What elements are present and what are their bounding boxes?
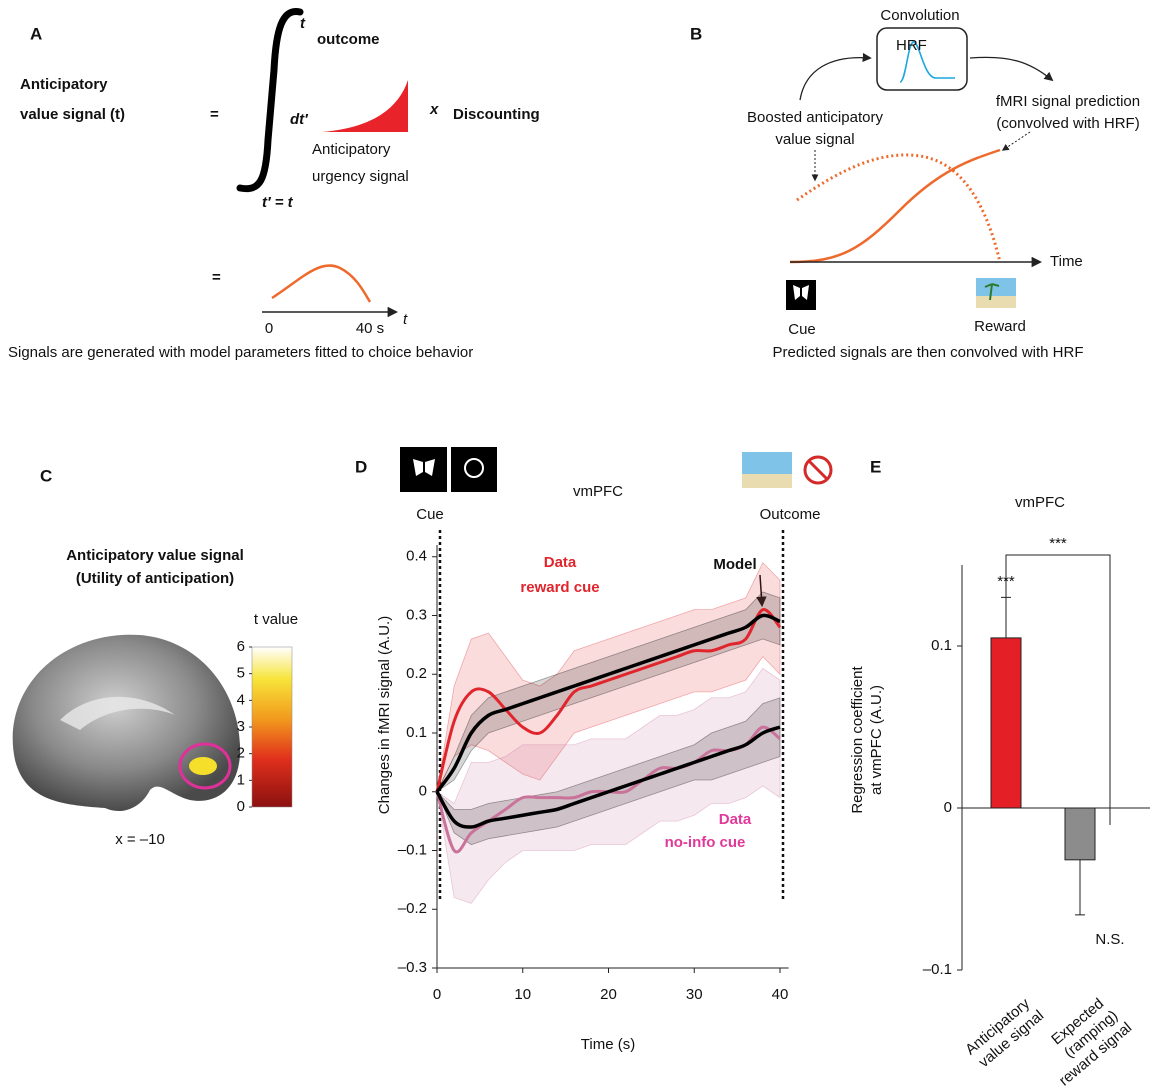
colorbar-tick-label: 2 (237, 745, 245, 762)
x-tick-label: 40 (772, 986, 789, 1003)
y-axis-label: at vmPFC (A.U.) (868, 685, 885, 795)
cue-icon (786, 280, 816, 310)
boosted-signal (797, 155, 1000, 262)
integral-sign (240, 12, 300, 189)
annotation: no-info cue (665, 834, 746, 851)
colorbar-title: t value (254, 611, 298, 628)
y-tick-label: –0.1 (923, 961, 952, 978)
colorbar-tick-label: 3 (237, 718, 245, 735)
y-axis-label: Regression coefficient (849, 666, 866, 814)
y-tick-label: 0.1 (931, 637, 952, 654)
axis-end: 40 s (356, 320, 384, 337)
x-tick-label: 20 (600, 986, 617, 1003)
caption: Predicted signals are then convolved wit… (773, 344, 1084, 361)
panel-label: D (355, 457, 367, 476)
bar (1065, 808, 1095, 860)
urgency-ramp (322, 80, 408, 132)
annotation: Model (713, 556, 756, 573)
axis-label: Time (1050, 253, 1083, 270)
urgency-label: Anticipatory (312, 141, 391, 158)
box-label: HRF (896, 37, 927, 54)
y-tick-label: –0.1 (398, 841, 427, 858)
right-label: (convolved with HRF) (996, 115, 1139, 132)
figure: A Anticipatory value signal (t) = t outcome dt… (0, 0, 1162, 1092)
chart-title: vmPFC (573, 483, 623, 500)
caption: Signals are generated with model paramet… (8, 344, 473, 361)
prediction-curve (790, 150, 1000, 262)
annotation: Data (544, 554, 577, 571)
colorbar-tick-label: 6 (237, 638, 245, 655)
left-label: value signal (775, 131, 854, 148)
equals: = (210, 106, 219, 123)
significance: *** (997, 573, 1015, 590)
colorbar (252, 647, 292, 807)
x-tick-label: 10 (514, 986, 531, 1003)
y-tick-label: 0.1 (406, 724, 427, 741)
map-title: (Utility of anticipation) (76, 570, 234, 587)
axis-start: 0 (265, 320, 273, 337)
value-curve (272, 265, 370, 302)
y-tick-label: 0 (944, 799, 952, 816)
page: A Anticipatory value signal (t) = t outcome dt… (0, 0, 1162, 1092)
panel-label: C (40, 466, 52, 485)
error-bar (1075, 860, 1085, 915)
event-label: Cue (416, 506, 444, 523)
sand (976, 296, 1016, 308)
no-info-slash (809, 461, 827, 479)
colorbar-tick-label: 1 (237, 771, 245, 788)
colorbar-tick-label: 0 (237, 798, 245, 815)
urgency-label: urgency signal (312, 168, 409, 185)
map-title: Anticipatory value signal (66, 547, 244, 564)
y-tick-label: 0.2 (406, 665, 427, 682)
reward-label: Reward (974, 318, 1026, 335)
axis-var: t (403, 311, 408, 328)
upper-limit-sub: outcome (317, 31, 380, 48)
equals: = (212, 269, 221, 286)
brain-slice (13, 635, 240, 811)
y-tick-label: 0.4 (406, 548, 427, 565)
panel-label: B (690, 24, 702, 43)
box-title: Convolution (880, 7, 959, 24)
comparison-bracket (1006, 555, 1110, 825)
cue-icon (451, 447, 497, 492)
colorbar-tick-label: 5 (237, 665, 245, 682)
discounting: Discounting (453, 106, 540, 123)
differential: dt′ (290, 111, 309, 128)
arrow-in (800, 58, 870, 100)
sand (742, 474, 792, 488)
x-axis-label: Time (s) (581, 1036, 635, 1053)
error-bar (1001, 597, 1011, 638)
left-label: Boosted anticipatory (747, 109, 883, 126)
activation (189, 757, 217, 775)
equation-lhs: Anticipatory (20, 76, 108, 93)
arrow-out (970, 57, 1052, 80)
upper-limit: t (300, 15, 306, 32)
y-tick-label: 0 (419, 783, 427, 800)
significance: N.S. (1095, 931, 1124, 948)
times: x (429, 101, 439, 118)
x-tick-label: 30 (686, 986, 703, 1003)
y-axis-label: Changes in fMRI signal (A.U.) (376, 616, 393, 814)
x-tick-label: 0 (433, 986, 441, 1003)
comparison: *** (1049, 535, 1067, 552)
lower-limit: t′ = t (262, 194, 294, 211)
chart-title: vmPFC (1015, 494, 1065, 511)
slice-label: x = –10 (115, 831, 165, 848)
right-label: fMRI signal prediction (996, 93, 1140, 110)
panel-label: E (870, 457, 881, 476)
colorbar-tick-label: 4 (237, 691, 245, 708)
pointer (1003, 132, 1030, 150)
y-tick-label: 0.3 (406, 606, 427, 623)
bar (991, 638, 1021, 808)
annotation: Data (719, 811, 752, 828)
annotation: reward cue (520, 579, 599, 596)
cue-label: Cue (788, 321, 816, 338)
event-label: Outcome (760, 506, 821, 523)
panel-label: A (30, 24, 42, 43)
y-tick-label: –0.2 (398, 900, 427, 917)
y-tick-label: –0.3 (398, 959, 427, 976)
cue-icon (400, 447, 447, 492)
equation-lhs: value signal (t) (20, 106, 125, 123)
